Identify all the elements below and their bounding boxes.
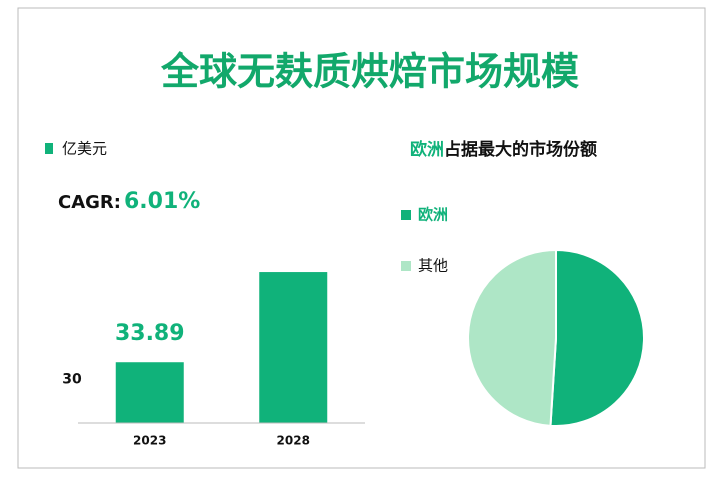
x-tick-label: 2028 (277, 434, 310, 448)
pie-slice (549, 248, 645, 427)
bar (115, 362, 184, 423)
pie-slice (467, 248, 557, 427)
legend-swatch (45, 143, 53, 154)
y-tick-label: 30 (62, 371, 82, 387)
legend-label: 其他 (418, 257, 448, 275)
legend-swatch (401, 261, 411, 271)
x-tick-label: 2023 (133, 434, 166, 448)
page-title: 全球无麸质烘焙市场规模 (160, 50, 579, 94)
pie-title-highlight: 欧洲 (410, 139, 444, 160)
unit-label: 亿美元 (62, 140, 107, 158)
legend-swatch (401, 210, 411, 220)
pie-title-rest: 占据最大的市场份额 (444, 139, 597, 160)
legend-label: 欧洲 (418, 206, 448, 224)
value-label: 33.89 (115, 321, 185, 346)
cagr-value: 6.01% (124, 189, 200, 214)
bar (259, 272, 328, 423)
cagr-label: CAGR: (58, 192, 121, 213)
pie-title: 欧洲占据最大的市场份额 (410, 139, 597, 160)
